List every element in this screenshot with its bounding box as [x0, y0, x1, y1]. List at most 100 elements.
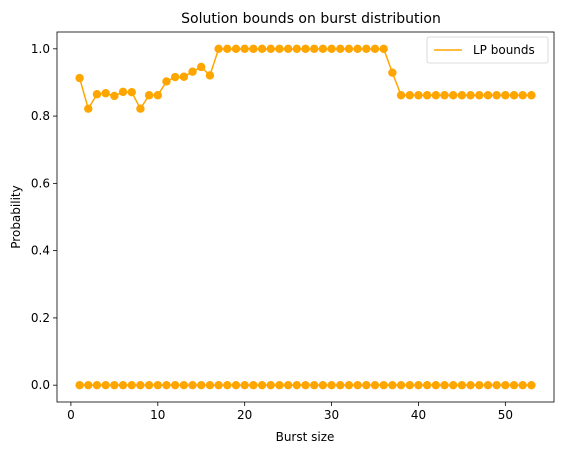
data-point-lower: [336, 380, 345, 390]
data-point-lower: [179, 380, 189, 390]
y-tick-label: 0.8: [31, 109, 50, 123]
data-point-lower: [318, 380, 328, 390]
data-point-lower: [405, 380, 414, 390]
data-point-upper: [118, 87, 128, 97]
data-point-lower: [75, 380, 84, 390]
data-point-upper: [518, 91, 527, 100]
data-point-upper: [362, 44, 371, 54]
data-point-upper: [353, 44, 362, 54]
data-point-upper: [414, 91, 423, 100]
data-point-upper: [318, 44, 328, 54]
data-point-upper: [257, 44, 267, 54]
data-point-upper: [170, 72, 180, 82]
data-point-upper: [205, 71, 215, 80]
data-point-upper: [379, 44, 388, 54]
data-point-lower: [414, 380, 423, 390]
data-point-lower: [344, 380, 354, 390]
data-point-upper: [422, 91, 432, 100]
x-tick-label: 0: [67, 408, 75, 422]
data-point-upper: [388, 68, 397, 77]
data-point-upper: [440, 91, 449, 100]
data-point-lower: [136, 380, 145, 390]
data-point-lower: [362, 380, 371, 390]
data-point-upper: [84, 104, 93, 113]
data-point-lower: [283, 380, 293, 390]
data-point-lower: [101, 380, 110, 390]
data-point-lower: [144, 380, 154, 390]
y-axis-title: Probability: [9, 185, 23, 248]
data-point-upper: [101, 89, 110, 98]
data-point-upper: [475, 91, 484, 100]
legend-label-lp-bounds: LP bounds: [473, 43, 535, 57]
data-point-lower: [205, 380, 215, 390]
data-point-lower: [449, 380, 458, 390]
data-point-lower: [266, 380, 275, 390]
plot-frame: [56, 31, 555, 403]
data-point-upper: [292, 44, 302, 54]
data-point-lower: [483, 380, 493, 390]
data-point-upper: [249, 44, 258, 54]
data-point-upper: [431, 91, 441, 100]
data-point-upper: [501, 91, 510, 100]
data-point-upper: [153, 91, 162, 100]
data-point-upper: [214, 44, 223, 54]
data-point-upper: [275, 44, 284, 54]
data-point-upper: [240, 44, 249, 54]
data-point-lower: [527, 380, 536, 390]
data-point-upper: [136, 104, 145, 113]
y-tick-label: 1.0: [31, 42, 50, 56]
data-point-lower: [153, 380, 162, 390]
data-point-upper: [162, 77, 171, 86]
data-point-lower: [353, 380, 362, 390]
data-point-upper: [509, 91, 519, 100]
data-point-lower: [466, 380, 475, 390]
axis-ticks: 0 10 20 30 40 50 0.0 0.2 0.4 0.6 0.8 1.0: [31, 42, 513, 422]
x-tick-label: 40: [411, 408, 426, 422]
data-point-lower: [110, 380, 119, 390]
data-point-lower: [214, 380, 223, 390]
data-point-lower: [370, 380, 380, 390]
data-point-lower: [301, 380, 310, 390]
data-point-lower: [231, 380, 241, 390]
data-point-lower: [422, 380, 432, 390]
data-point-lower: [197, 380, 206, 390]
chart-title: Solution bounds on burst distribution: [181, 11, 441, 27]
legend-box: [426, 36, 549, 64]
data-point-upper: [127, 88, 136, 97]
data-point-lower: [388, 380, 397, 390]
data-point-lower: [249, 380, 258, 390]
data-point-upper: [301, 44, 310, 54]
data-point-lower: [275, 380, 284, 390]
data-point-lower: [518, 380, 527, 390]
data-point-lower: [84, 380, 93, 390]
data-point-lower: [162, 380, 171, 390]
data-point-upper: [110, 91, 119, 101]
data-point-upper: [231, 44, 241, 54]
data-point-upper: [336, 44, 345, 54]
data-point-lower: [240, 380, 249, 390]
data-point-lower: [379, 380, 388, 390]
data-point-upper: [396, 91, 406, 100]
data-point-upper: [75, 73, 84, 83]
data-point-upper: [92, 90, 102, 99]
data-point-lower: [118, 380, 128, 390]
x-axis-title: Burst size: [276, 430, 335, 444]
y-tick-label: 0.6: [31, 176, 50, 190]
x-tick-label: 50: [498, 408, 513, 422]
data-point-lower: [309, 380, 319, 390]
data-point-upper: [266, 44, 275, 54]
y-tick-label: 0.0: [31, 378, 50, 392]
data-point-lower: [457, 380, 467, 390]
legend: LP bounds: [426, 36, 549, 64]
data-point-lower: [327, 380, 336, 390]
data-point-upper: [197, 62, 206, 72]
data-point-lower: [492, 380, 501, 390]
y-tick-label: 0.4: [31, 244, 50, 258]
data-point-lower: [127, 380, 136, 390]
plot-area: [57, 32, 554, 402]
data-point-upper: [483, 91, 493, 100]
data-point-upper: [466, 91, 475, 100]
y-tick-label: 0.2: [31, 311, 50, 325]
data-point-lower: [501, 380, 510, 390]
data-point-upper: [179, 72, 189, 81]
